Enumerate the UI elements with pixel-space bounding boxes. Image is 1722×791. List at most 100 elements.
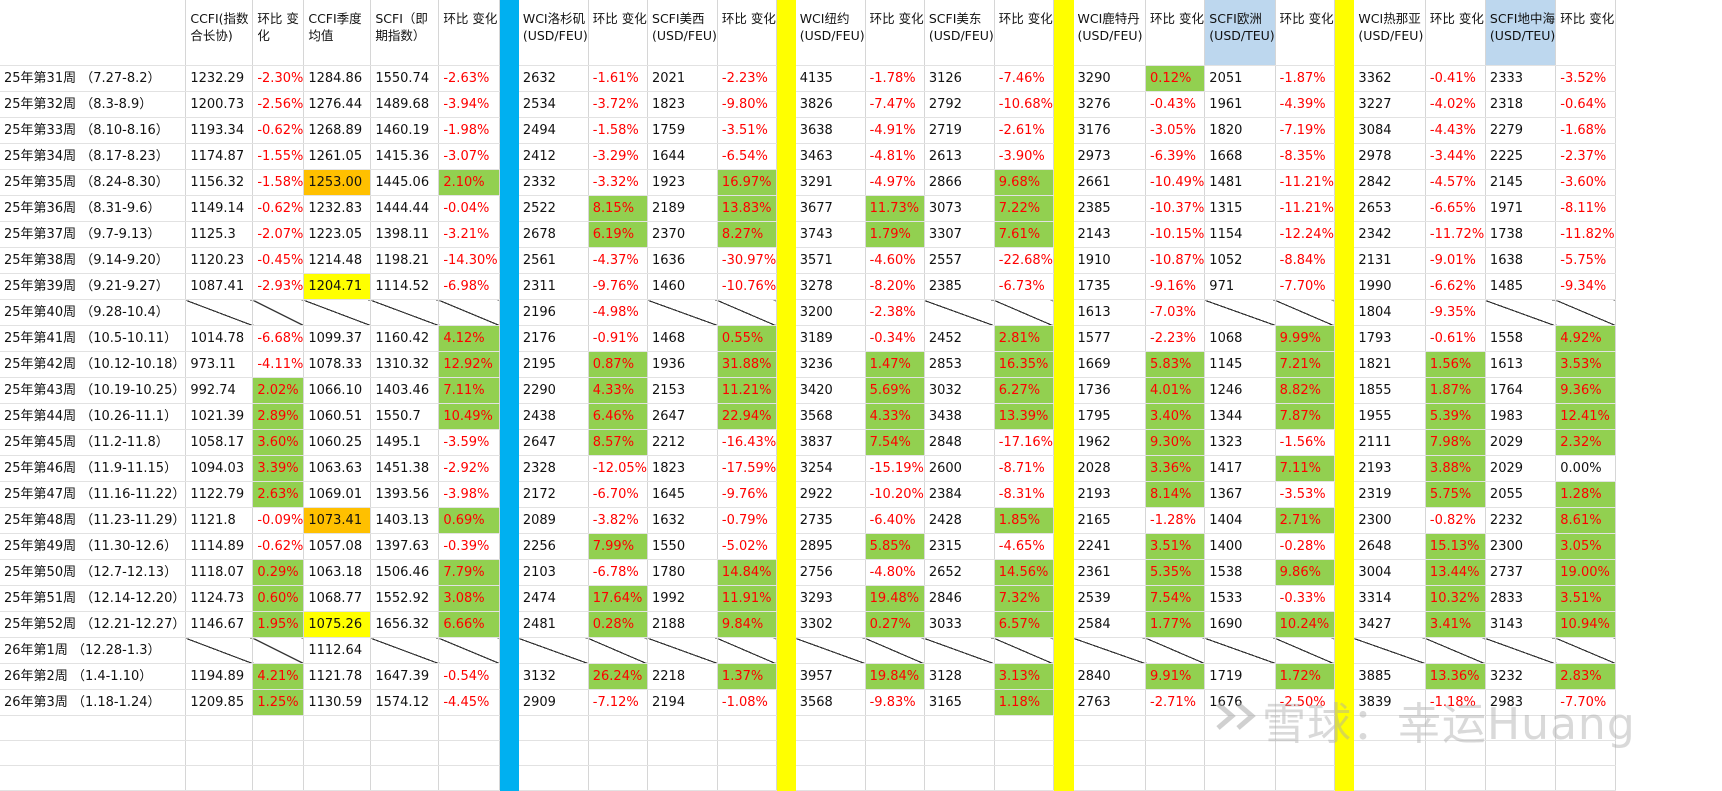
- table-cell[interactable]: [924, 299, 995, 326]
- table-cell[interactable]: -12.05%: [588, 455, 649, 482]
- table-cell[interactable]: 1403.13: [370, 507, 440, 534]
- table-cell[interactable]: 1.72%: [1275, 663, 1335, 690]
- table-cell[interactable]: 2196: [518, 299, 589, 326]
- table-cell[interactable]: 2311: [518, 273, 589, 300]
- table-cell[interactable]: 9.36%: [1555, 377, 1616, 404]
- table-cell[interactable]: -2.71%: [1145, 689, 1206, 716]
- table-cell[interactable]: 1990: [1354, 273, 1426, 300]
- table-cell[interactable]: 4.12%: [438, 325, 501, 352]
- table-cell[interactable]: 2103: [518, 559, 589, 586]
- table-cell[interactable]: 1823: [647, 91, 718, 118]
- table-cell[interactable]: 8.61%: [1555, 507, 1616, 534]
- week-label-cell[interactable]: 25年第51周 （12.14-12.20）: [0, 585, 187, 612]
- table-cell[interactable]: -4.45%: [438, 689, 501, 716]
- table-cell[interactable]: 1200.73: [185, 91, 254, 118]
- empty-cell[interactable]: [795, 715, 866, 741]
- table-cell[interactable]: 2.83%: [1555, 663, 1616, 690]
- empty-cell[interactable]: [795, 765, 866, 791]
- table-cell[interactable]: 2145: [1485, 169, 1557, 196]
- table-cell[interactable]: 1460.19: [370, 117, 440, 144]
- table-cell[interactable]: 3132: [518, 663, 589, 690]
- table-cell[interactable]: [1275, 637, 1335, 664]
- table-cell[interactable]: 2153: [647, 377, 718, 404]
- table-cell[interactable]: 1400: [1204, 533, 1276, 560]
- empty-cell[interactable]: [1555, 765, 1616, 791]
- table-cell[interactable]: [1204, 637, 1276, 664]
- table-cell[interactable]: -0.91%: [588, 325, 649, 352]
- table-cell[interactable]: 13.39%: [994, 403, 1055, 430]
- table-cell[interactable]: 1099.37: [303, 325, 372, 352]
- table-cell[interactable]: 1690: [1204, 611, 1276, 638]
- table-cell[interactable]: 3200: [795, 299, 866, 326]
- week-label-cell[interactable]: 25年第34周 （8.17-8.23）: [0, 143, 187, 170]
- table-cell[interactable]: -0.79%: [717, 507, 778, 534]
- table-cell[interactable]: 4.33%: [588, 377, 649, 404]
- table-cell[interactable]: 5.85%: [865, 533, 925, 560]
- table-cell[interactable]: [647, 637, 718, 664]
- table-cell[interactable]: -2.37%: [1555, 143, 1616, 170]
- table-cell[interactable]: -4.43%: [1425, 117, 1486, 144]
- table-cell[interactable]: 1415.36: [370, 143, 440, 170]
- table-cell[interactable]: 0.69%: [438, 507, 501, 534]
- table-cell[interactable]: 3232: [1485, 663, 1557, 690]
- table-cell[interactable]: 1.77%: [1145, 611, 1206, 638]
- table-cell[interactable]: -7.47%: [865, 91, 925, 118]
- table-cell[interactable]: 1656.32: [370, 611, 440, 638]
- table-cell[interactable]: 3084: [1354, 117, 1426, 144]
- table-cell[interactable]: -6.70%: [588, 481, 649, 508]
- empty-cell[interactable]: [0, 715, 187, 741]
- table-cell[interactable]: 1804: [1354, 299, 1426, 326]
- table-cell[interactable]: -2.23%: [1145, 325, 1206, 352]
- table-cell[interactable]: 1060.51: [303, 403, 372, 430]
- column-header[interactable]: 环比 变化: [865, 0, 925, 66]
- table-cell[interactable]: 1087.41: [185, 273, 254, 300]
- table-cell[interactable]: 1261.05: [303, 143, 372, 170]
- empty-cell[interactable]: [1485, 740, 1557, 766]
- table-cell[interactable]: 2735: [795, 507, 866, 534]
- table-cell[interactable]: 1367: [1204, 481, 1276, 508]
- table-cell[interactable]: [994, 299, 1055, 326]
- empty-cell[interactable]: [1145, 740, 1206, 766]
- table-cell[interactable]: 2189: [647, 195, 718, 222]
- table-cell[interactable]: -9.83%: [865, 689, 925, 716]
- table-cell[interactable]: 7.79%: [438, 559, 501, 586]
- table-cell[interactable]: 8.82%: [1275, 377, 1335, 404]
- table-cell[interactable]: 1.37%: [717, 663, 778, 690]
- table-cell[interactable]: 3568: [795, 689, 866, 716]
- table-cell[interactable]: -3.60%: [1555, 169, 1616, 196]
- table-cell[interactable]: 2.89%: [252, 403, 305, 430]
- column-header[interactable]: 环比 变化: [438, 0, 501, 66]
- table-cell[interactable]: 2089: [518, 507, 589, 534]
- table-cell[interactable]: 31.88%: [717, 351, 778, 378]
- table-cell[interactable]: 2647: [518, 429, 589, 456]
- table-cell[interactable]: 15.13%: [1425, 533, 1486, 560]
- table-cell[interactable]: 2172: [518, 481, 589, 508]
- table-cell[interactable]: -17.59%: [717, 455, 778, 482]
- table-cell[interactable]: 2653: [1354, 195, 1426, 222]
- table-cell[interactable]: -1.55%: [252, 143, 305, 170]
- week-label-cell[interactable]: 25年第42周 （10.12-10.18）: [0, 351, 187, 378]
- table-cell[interactable]: 3.36%: [1145, 455, 1206, 482]
- table-cell[interactable]: -30.97%: [717, 247, 778, 274]
- table-cell[interactable]: [1555, 637, 1616, 664]
- column-header[interactable]: WCI鹿特丹(USD/FEU): [1073, 0, 1147, 66]
- table-cell[interactable]: -1.08%: [717, 689, 778, 716]
- table-cell[interactable]: -0.64%: [1555, 91, 1616, 118]
- table-cell[interactable]: -1.56%: [1275, 429, 1335, 456]
- table-cell[interactable]: 2143: [1073, 221, 1147, 248]
- table-cell[interactable]: 1992: [647, 585, 718, 612]
- table-cell[interactable]: -1.28%: [1145, 507, 1206, 534]
- table-cell[interactable]: -10.76%: [717, 273, 778, 300]
- table-cell[interactable]: 9.91%: [1145, 663, 1206, 690]
- table-cell[interactable]: -7.46%: [994, 65, 1055, 92]
- table-cell[interactable]: -7.19%: [1275, 117, 1335, 144]
- table-cell[interactable]: -4.91%: [865, 117, 925, 144]
- table-cell[interactable]: 1253.00: [303, 169, 372, 196]
- table-cell[interactable]: 1558: [1485, 325, 1557, 352]
- table-cell[interactable]: 1552.92: [370, 585, 440, 612]
- empty-cell[interactable]: [865, 740, 925, 766]
- table-cell[interactable]: 2534: [518, 91, 589, 118]
- table-cell[interactable]: 1444.44: [370, 195, 440, 222]
- empty-cell[interactable]: [1204, 765, 1276, 791]
- week-label-cell[interactable]: 25年第47周 （11.16-11.22）: [0, 481, 187, 508]
